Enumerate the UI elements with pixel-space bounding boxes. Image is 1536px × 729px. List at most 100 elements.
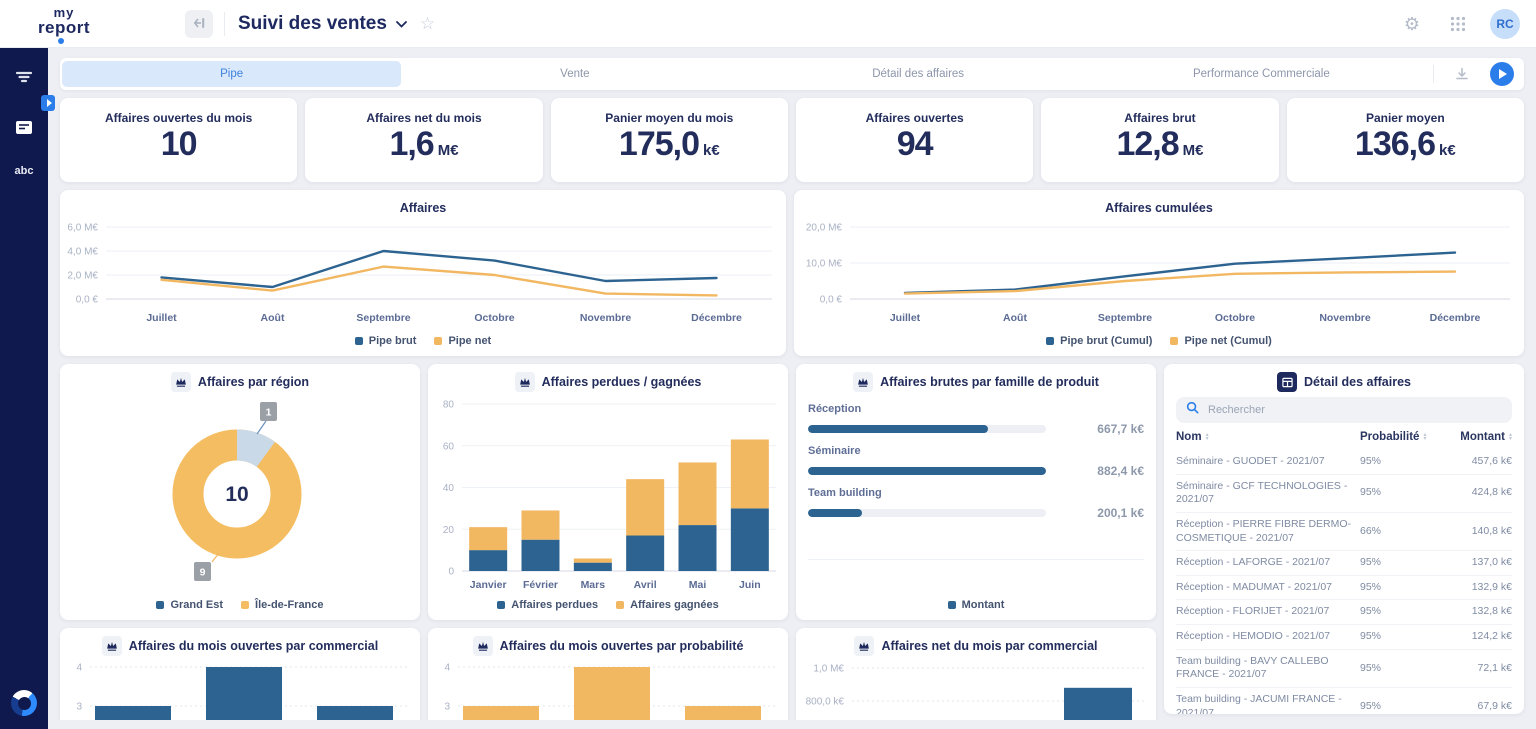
kpi-number: 136,6 <box>1354 125 1436 163</box>
bar[interactable] <box>574 667 650 720</box>
donut-slice-grand-est[interactable] <box>172 429 302 559</box>
legend-item-grand-est[interactable]: Grand Est <box>156 599 223 611</box>
tab-pipe[interactable]: Pipe <box>62 61 402 87</box>
stacked-bar-plot[interactable]: 0 20 40 60 80 Janvier Février Mars Avril Mai Juin <box>428 392 788 592</box>
bar-gagnees[interactable] <box>678 462 717 526</box>
column-header-montant[interactable]: Montant <box>1434 431 1512 443</box>
expand-flyout-badge[interactable] <box>41 95 55 111</box>
hbar-track <box>808 509 1046 517</box>
card-net-par-commercial: Affaires net du mois par commercial 1,0 M… <box>796 628 1156 720</box>
line-chart-plot[interactable]: 0,0 € 10,0 M€ 20,0 M€ Juillet Août Septembre O… <box>794 218 1524 330</box>
bar[interactable] <box>685 706 761 720</box>
table-row[interactable]: Réception - PIERRE FIBRE DERMO-COSMETIQU… <box>1176 513 1512 552</box>
apps-grid-icon[interactable] <box>1444 15 1472 33</box>
bar-gagnees[interactable] <box>730 439 769 509</box>
bar-perdues[interactable] <box>573 562 612 571</box>
cell-montant: 457,6 k€ <box>1471 455 1512 467</box>
hbar-value: 667,7 k€ <box>1097 422 1144 436</box>
bar[interactable] <box>463 706 539 720</box>
play-button[interactable] <box>1490 62 1514 86</box>
axis-label: Mai <box>689 579 707 591</box>
download-icon[interactable] <box>1448 65 1476 83</box>
table-row[interactable]: Réception - LAFORGE - 2021/07 95% 137,0 k€ <box>1176 551 1512 576</box>
legend-item-pipe-net-cumul[interactable]: Pipe net (Cumul) <box>1170 335 1272 347</box>
legend-item-pipe-brut[interactable]: Pipe brut <box>354 335 416 347</box>
bar[interactable] <box>317 706 393 720</box>
caret-right-icon <box>46 99 52 107</box>
collapse-panel-button[interactable] <box>185 10 213 38</box>
hbar-row[interactable]: 667,7 k€ <box>808 422 1144 436</box>
cell-nom: Réception - LAFORGE - 2021/07 <box>1176 556 1331 569</box>
card-affaires-cumulees: Affaires cumulées 0,0 € 10,0 M€ 20,0 M€ Juil… <box>794 190 1524 356</box>
bar-perdues[interactable] <box>730 508 769 571</box>
legend-item-pipe-net[interactable]: Pipe net <box>434 335 491 347</box>
tab-vente[interactable]: Vente <box>560 68 590 80</box>
tab-performance-commerciale[interactable]: Performance Commerciale <box>1192 68 1330 80</box>
legend-item-affaires-perdues[interactable]: Affaires perdues <box>497 599 598 611</box>
cell-probabilite: 95% <box>1360 605 1382 618</box>
table-row[interactable]: Séminaire - GUODET - 2021/07 95% 457,6 k€ <box>1176 450 1512 475</box>
bar-chart-plot[interactable]: 43 <box>60 656 420 720</box>
cell-nom: Réception - PIERRE FIBRE DERMO-COSMETIQU… <box>1176 517 1352 544</box>
search-input[interactable]: Rechercher <box>1176 397 1512 423</box>
series-line-pipe-net-cumul <box>903 270 1457 295</box>
axis-label: 0,0 € <box>76 295 99 306</box>
kpi-unit: M€ <box>437 142 459 159</box>
bar-perdues[interactable] <box>469 550 508 571</box>
chevron-down-icon[interactable] <box>396 15 407 33</box>
bar[interactable] <box>1064 687 1132 720</box>
hbar-value: 200,1 k€ <box>1097 506 1144 520</box>
axis-label: Novembre <box>1319 312 1371 324</box>
bar-gagnees[interactable] <box>626 479 665 536</box>
column-header-nom[interactable]: Nom <box>1176 431 1360 443</box>
bar-gagnees[interactable] <box>521 510 560 540</box>
bar-perdues[interactable] <box>678 525 717 571</box>
bar[interactable] <box>95 706 171 720</box>
bar-gagnees[interactable] <box>469 527 508 551</box>
sheet-tab-list: Pipe Vente Détail des affaires Performance … <box>60 58 1433 90</box>
card-affaires-brutes-famille: Affaires brutes par famille de produit Ré… <box>796 364 1156 620</box>
kpi-label: Affaires net du mois <box>366 111 482 125</box>
comments-icon[interactable] <box>0 112 48 142</box>
legend-item-montant[interactable]: Montant <box>947 599 1004 611</box>
bar-gagnees[interactable] <box>573 558 612 563</box>
table-row[interactable]: Réception - FLORIJET - 2021/07 95% 132,8 k… <box>1176 600 1512 626</box>
legend-dot <box>1046 337 1055 345</box>
series-line-pipe-net <box>160 265 718 297</box>
column-header-probabilit[interactable]: Probabilité <box>1360 431 1434 443</box>
bar[interactable] <box>206 667 282 720</box>
table-row[interactable]: Team building - JACUMI FRANCE - 2021/07 9… <box>1176 688 1512 714</box>
table-row[interactable]: Séminaire - GCF TECHNOLOGIES - 2021/07 95… <box>1176 475 1512 513</box>
legend-item-le-de-france[interactable]: Île-de-France <box>241 599 324 611</box>
legend-dot <box>1170 337 1179 345</box>
settings-gear-icon[interactable]: ⚙ <box>1398 14 1426 34</box>
kpi-card-affaires-ouvertes: Affaires ouvertes 94 <box>795 98 1034 182</box>
donut-callout <box>194 562 211 581</box>
kpi-number: 94 <box>896 125 934 163</box>
abc-labels-icon[interactable]: abc <box>0 156 48 186</box>
kpi-value: 12,8 M€ <box>1116 125 1203 164</box>
bar-perdues[interactable] <box>521 539 560 571</box>
bar-perdues[interactable] <box>626 535 665 571</box>
bar-chart-plot[interactable]: 1,0 M€ 800,0 k€ <box>796 656 1156 720</box>
user-avatar[interactable]: RC <box>1490 9 1520 39</box>
favorite-star-icon[interactable]: ☆ <box>419 14 436 33</box>
table-row[interactable]: Team building - BAVY CALLEBO FRANCE - 20… <box>1176 650 1512 689</box>
line-chart-plot[interactable]: 0,0 € 2,0 M€ 4,0 M€ 6,0 M€ Juillet Août Septem… <box>60 218 786 330</box>
cell-probabilite: 95% <box>1360 486 1382 499</box>
legend-item-affaires-gagn-es[interactable]: Affaires gagnées <box>616 599 719 611</box>
bar-chart-plot[interactable]: 43 <box>428 656 788 720</box>
legend-item-pipe-brut-cumul[interactable]: Pipe brut (Cumul) <box>1046 335 1152 347</box>
table-row[interactable]: Réception - HEMODIO - 2021/07 95% 124,2 k€ <box>1176 625 1512 650</box>
hbar-row[interactable]: 200,1 k€ <box>808 506 1144 520</box>
report-title[interactable]: Suivi des ventes ☆ <box>238 0 435 48</box>
kpi-label: Panier moyen <box>1365 111 1445 125</box>
column-label: Montant <box>1460 430 1505 443</box>
tab-d-tail-des-affaires[interactable]: Détail des affaires <box>872 68 965 80</box>
filter-icon[interactable] <box>0 62 48 92</box>
kpi-label: Panier moyen du mois <box>605 111 734 125</box>
table-row[interactable]: Réception - MADUMAT - 2021/07 95% 132,9 k€ <box>1176 576 1512 601</box>
cell-probabilite: 95% <box>1360 661 1382 674</box>
hbar-row[interactable]: 882,4 k€ <box>808 464 1144 478</box>
